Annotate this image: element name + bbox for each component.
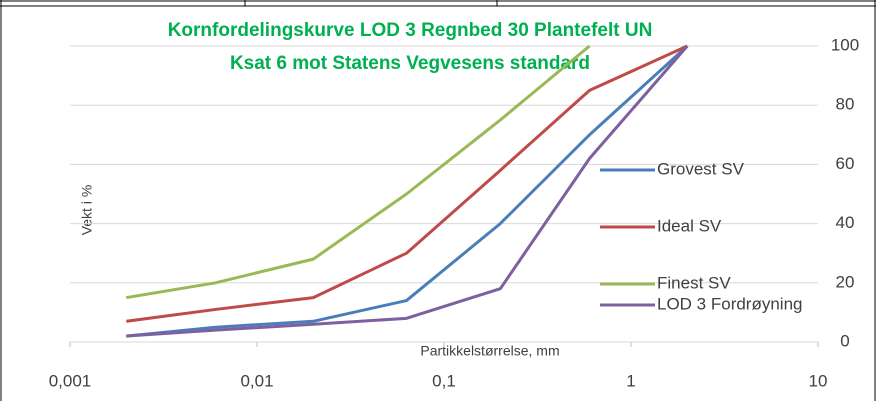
y-tick-label: 80 (836, 95, 855, 114)
legend-label: Grovest SV (657, 159, 745, 178)
line-series (126, 44, 688, 323)
x-tick-label: 0,01 (240, 371, 273, 390)
y-axis-label: Vekt i % (79, 185, 95, 236)
line-series (126, 45, 689, 338)
y-tick-label: 100 (831, 35, 859, 54)
x-axis-label: Partikkelstørrelse, mm (420, 343, 559, 359)
x-tick-label: 0,001 (49, 371, 92, 390)
line-series (126, 44, 591, 300)
y-tick-label: 40 (836, 213, 855, 232)
legend-label: Ideal SV (657, 216, 722, 235)
y-tick-label: 0 (840, 331, 849, 350)
legend-label: Finest SV (657, 273, 731, 292)
line-series (126, 44, 689, 338)
legend-label: LOD 3 Fordrøyning (657, 294, 803, 313)
x-tick-label: 0,1 (432, 371, 456, 390)
chart-title: Kornfordelingskurve LOD 3 Regnbed 30 Pla… (168, 20, 653, 41)
chart-subtitle: Ksat 6 mot Statens Vegvesens standard (230, 53, 590, 74)
y-tick-label: 60 (836, 154, 855, 173)
x-tick-label: 10 (809, 371, 828, 390)
x-tick-label: 1 (626, 371, 635, 390)
y-tick-label: 20 (836, 272, 855, 291)
